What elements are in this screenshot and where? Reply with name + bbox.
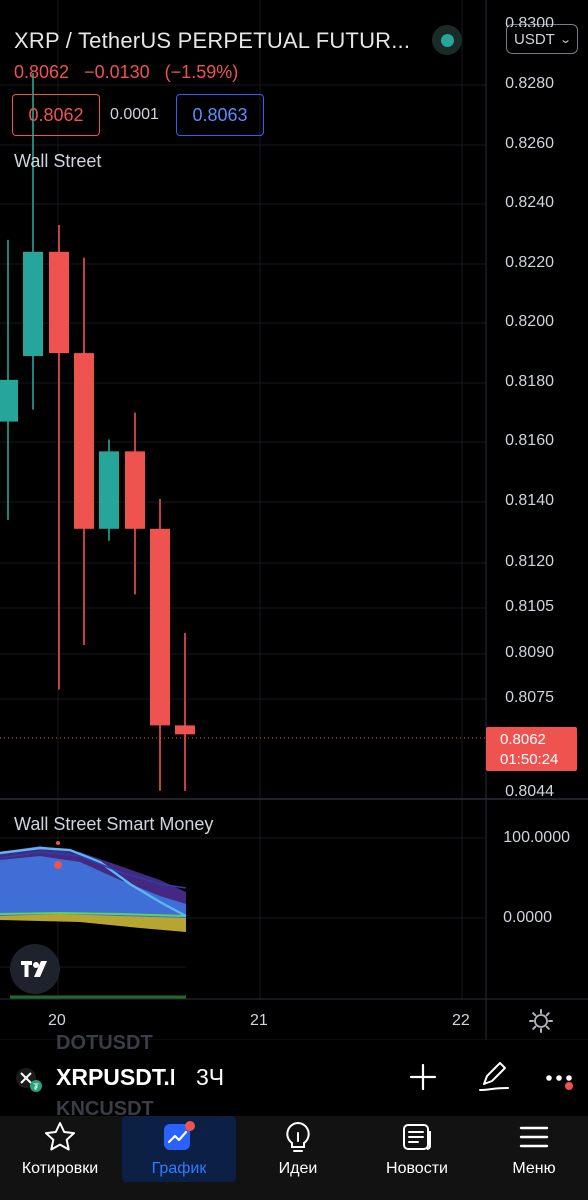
last-price: 0.8062 — [14, 62, 70, 82]
tab-news[interactable]: Новости — [362, 1116, 472, 1182]
price-axis-label: 0.8240 — [505, 194, 554, 211]
time-label-21: 21 — [250, 1012, 268, 1029]
price-axis-label: 0.8075 — [505, 689, 554, 706]
candle — [23, 73, 43, 410]
currency-label: USDT — [514, 30, 555, 48]
ghost-symbol-above: DOTUSDT — [56, 1032, 153, 1054]
star-icon — [45, 1122, 75, 1151]
price-change: −0.0130 — [84, 62, 150, 82]
settings-gear-icon[interactable] — [528, 1008, 554, 1034]
price-axis-label: 0.8105 — [505, 598, 554, 615]
area-yellow — [0, 914, 186, 932]
line-cyan — [0, 846, 187, 918]
signal-dot — [54, 861, 62, 869]
xrp-coin-icon: ₮ — [16, 1068, 42, 1092]
tradingview-logo-icon[interactable] — [10, 944, 60, 994]
hamburger-icon — [519, 1126, 549, 1148]
smart-money-pane — [0, 837, 486, 999]
candle — [125, 412, 145, 595]
ghost-symbol-below: KNCUSDT — [56, 1098, 154, 1120]
sell-button[interactable]: 0.8062 — [12, 94, 100, 136]
lightbulb-icon — [286, 1121, 310, 1152]
tab-news-label: Новости — [386, 1160, 448, 1177]
price-axis-label: 0.8160 — [505, 432, 554, 449]
line-navy — [0, 851, 187, 889]
pen-icon[interactable] — [476, 1058, 512, 1094]
price-summary: 0.8062 −0.0130 (−1.59%) — [14, 62, 248, 83]
symbol-toolbar — [0, 1040, 588, 1116]
candlestick-series — [0, 73, 195, 791]
candle — [0, 239, 18, 520]
interval-select[interactable]: 3Ч — [196, 1064, 225, 1090]
price-axis-label-partial: 0.8300 — [505, 15, 554, 27]
symbol-title[interactable]: XRP / TetherUS PERPETUAL FUTUR... — [14, 28, 411, 53]
tab-quotes-label: Котировки — [21, 1160, 99, 1177]
price-axis-label: 0.8120 — [505, 553, 554, 570]
price-change-pct: (−1.59%) — [164, 62, 239, 82]
price-axis-label: 0.8200 — [505, 313, 554, 330]
candle-body — [125, 451, 145, 529]
candle — [175, 633, 195, 791]
area-blue — [0, 856, 186, 926]
more-icon[interactable] — [544, 1066, 578, 1090]
sub-axis-label-0: 0.0000 — [503, 909, 552, 926]
price-axis-label: 0.8140 — [505, 492, 554, 509]
tab-chart-label: График — [151, 1160, 207, 1177]
price-axis-label: 0.8090 — [505, 644, 554, 661]
last-price-tag-price: 0.8062 — [500, 731, 546, 748]
line-green — [0, 911, 187, 917]
price-axis-label: 0.8260 — [505, 135, 554, 152]
currency-select[interactable]: USDT ⌄ — [506, 24, 578, 54]
tab-ideas-label: Идеи — [278, 1160, 318, 1177]
candle-countdown: 01:50:24 — [500, 751, 559, 768]
candle-body — [74, 353, 94, 529]
candle — [150, 499, 170, 791]
price-axis-label: 0.8220 — [505, 254, 554, 271]
candle-body — [150, 528, 170, 726]
chart-icon — [164, 1121, 195, 1150]
svg-text:₮: ₮ — [33, 1082, 39, 1092]
candle-body — [99, 451, 119, 529]
plus-icon[interactable] — [408, 1062, 438, 1092]
candle-body — [23, 251, 43, 357]
tab-ideas[interactable]: Идеи — [240, 1116, 356, 1182]
symbol-select[interactable]: XRPUSDT.P — [56, 1064, 174, 1090]
indicator-label-main[interactable]: Wall Street — [14, 151, 102, 171]
sub-axis-label-100: 100.0000 — [503, 829, 570, 846]
tab-chart[interactable]: График — [122, 1116, 236, 1182]
candle-body — [175, 725, 195, 735]
price-chart[interactable] — [0, 0, 588, 1040]
time-label-20: 20 — [48, 1012, 66, 1029]
candle-body — [49, 251, 69, 354]
indicator-label-sub[interactable]: Wall Street Smart Money — [14, 814, 214, 834]
tab-quotes[interactable]: Котировки — [0, 1116, 120, 1182]
last-price-tag: 0.8062 01:50:24 — [486, 727, 577, 771]
price-axis-label: 0.8044 — [505, 783, 554, 800]
time-label-22: 22 — [452, 1012, 470, 1029]
newspaper-icon — [403, 1124, 431, 1150]
chevron-down-icon: ⌄ — [559, 33, 572, 46]
tab-menu-label: Меню — [512, 1160, 556, 1177]
bottom-tab-bar: Котировки График Идеи Новости Меню — [0, 1116, 588, 1200]
market-status-icon[interactable] — [432, 25, 462, 55]
buy-button[interactable]: 0.8063 — [176, 94, 264, 136]
signal-dot — [56, 841, 60, 845]
candle — [49, 224, 69, 690]
price-axis-label: 0.8280 — [505, 75, 554, 92]
candle — [74, 257, 94, 645]
price-axis-label: 0.8180 — [505, 373, 554, 390]
tab-menu[interactable]: Меню — [480, 1116, 588, 1182]
spread-value: 0.0001 — [110, 106, 159, 123]
candle — [99, 439, 119, 541]
candle-body — [0, 379, 18, 422]
